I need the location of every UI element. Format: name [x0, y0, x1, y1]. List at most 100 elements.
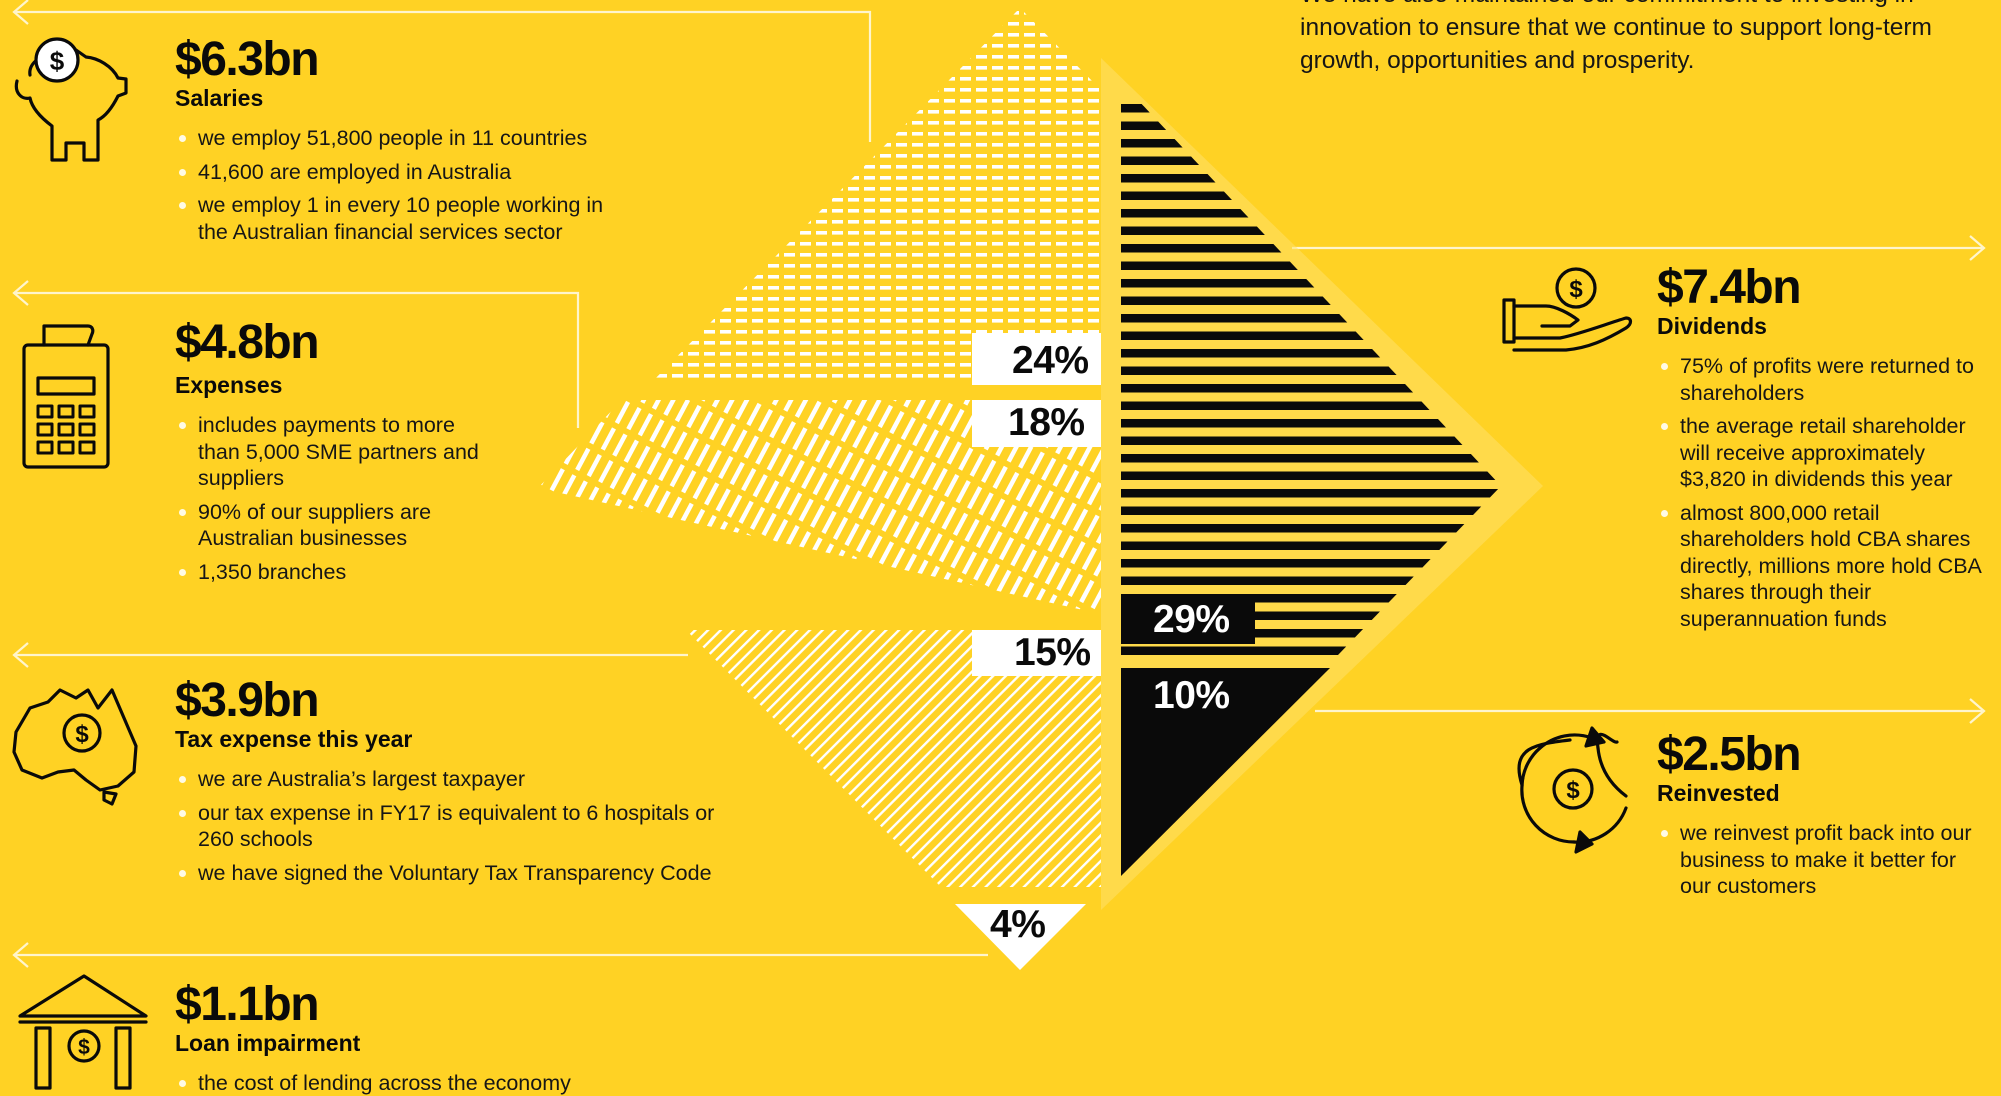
dividends-stripe: [1121, 401, 1501, 410]
salaries-percent-box: [972, 333, 1101, 385]
dividends-stripe: [1121, 471, 1501, 480]
salaries-amount: $6.3bn: [175, 33, 320, 86]
expenses-connector: [16, 291, 580, 428]
expenses-amount: $4.8bn: [175, 316, 320, 369]
dividends-stripe: [1121, 436, 1501, 445]
dividends-stripe: [1121, 454, 1501, 463]
list-item: the cost of lending across the economy: [175, 1070, 735, 1096]
connector-lines: [16, 10, 1982, 957]
svg-text:$: $: [1569, 276, 1583, 303]
dividends-stripe: [1121, 611, 1501, 620]
dividends-stripe: [1121, 331, 1501, 340]
calculator-icon: [22, 324, 110, 469]
salaries-block: $6.3bn Salaries we employ 51,800 people …: [175, 35, 635, 252]
dividends-stripe: [1121, 419, 1501, 428]
hand-coin-icon: $: [1502, 267, 1633, 352]
reinvested-arrow: [1969, 698, 1986, 724]
list-item: we reinvest profit back into our busines…: [1657, 820, 1987, 900]
dividends-stripe: [1121, 629, 1501, 638]
list-item: the average retail shareholder will rece…: [1657, 413, 1987, 493]
dividends-label: Dividends: [1657, 313, 1767, 339]
salaries-segment: [649, 8, 1101, 385]
list-item: our tax expense in FY17 is equivalent to…: [175, 800, 738, 853]
dividends-percent-box: [1121, 596, 1255, 644]
dividends-arrow: [1969, 235, 1986, 261]
dividends-stripe: [1121, 296, 1501, 305]
piggy-bank-icon: $: [14, 37, 128, 162]
tax-percent-box: [972, 630, 1101, 676]
dividends-stripe: [1121, 594, 1501, 603]
reinvested-label: Reinvested: [1657, 780, 1780, 806]
dividends-stripe: [1121, 314, 1501, 323]
reinvested-percent: 10%: [1153, 674, 1230, 717]
salaries-label: Salaries: [175, 85, 264, 111]
svg-text:$: $: [50, 46, 65, 76]
salaries-connector: [16, 10, 872, 142]
impairment-segment: [955, 904, 1086, 970]
list-item: 75% of profits were returned to sharehol…: [1657, 353, 1987, 406]
australia-map-icon: $: [12, 688, 138, 806]
impairment-label: Loan impairment: [175, 1030, 361, 1056]
salaries-percent: 24%: [1012, 339, 1089, 382]
list-item: includes payments to more than 5,000 SME…: [175, 412, 488, 492]
dividends-percent: 29%: [1153, 598, 1230, 641]
list-item: we employ 51,800 people in 11 countries: [175, 125, 635, 152]
dividends-bullets: 75% of profits were returned to sharehol…: [1657, 353, 1987, 632]
reinvested-block: $2.5bn Reinvested we reinvest profit bac…: [1657, 730, 1987, 907]
impairment-block: $1.1bn Loan impairment the cost of lendi…: [175, 980, 735, 1096]
svg-text:$: $: [1566, 777, 1580, 804]
svg-text:$: $: [75, 721, 89, 748]
percent-boxes: [972, 333, 1255, 676]
expenses-percent: 18%: [1008, 401, 1085, 444]
salaries-bullets: we employ 51,800 people in 11 countries …: [175, 125, 635, 245]
impairment-arrow: [12, 942, 29, 968]
dividends-stripe: [1121, 576, 1501, 585]
dividends-stripe: [1121, 366, 1501, 375]
expenses-arrow: [12, 280, 29, 306]
bank-building-icon: $: [18, 974, 148, 1090]
reinvested-amount: $2.5bn: [1657, 728, 1802, 781]
tax-segment: [686, 630, 1101, 887]
list-item: 1,350 branches: [175, 559, 505, 586]
list-item: 90% of our suppliers are Australian busi…: [175, 499, 488, 552]
impairment-amount: $1.1bn: [175, 978, 320, 1031]
tax-amount: $3.9bn: [175, 674, 320, 727]
dividends-block: $7.4bn Dividends 75% of profits were ret…: [1657, 263, 1987, 639]
impairment-percent: 4%: [990, 903, 1046, 946]
svg-text:$: $: [78, 1036, 90, 1059]
dividends-stripe: [1121, 384, 1501, 393]
dividends-stripe: [1121, 646, 1501, 655]
dividends-stripe: [1121, 349, 1501, 358]
expenses-label: Expenses: [175, 372, 283, 398]
connector-arrows: [12, 0, 1986, 968]
reinvested-segment: [1121, 668, 1330, 876]
tax-block: $3.9bn Tax expense this year we are Aust…: [175, 676, 755, 893]
list-item: 41,600 are employed in Australia: [175, 159, 635, 186]
expenses-segment: [538, 400, 1101, 614]
impairment-bullets: the cost of lending across the economy: [175, 1070, 735, 1096]
reinvested-bullets: we reinvest profit back into our busines…: [1657, 820, 1987, 900]
dividends-stripe: [1121, 489, 1501, 498]
expenses-bullets: includes payments to more than 5,000 SME…: [175, 412, 505, 585]
expenses-block: $4.8bn Expenses includes payments to mor…: [175, 318, 505, 592]
dividends-stripe: [1121, 541, 1501, 550]
tax-label: Tax expense this year: [175, 726, 413, 752]
recycle-coin-icon: $: [1517, 726, 1628, 854]
expenses-percent-box: [972, 400, 1101, 447]
dividends-stripe: [1121, 506, 1501, 515]
tax-percent: 15%: [1014, 631, 1091, 674]
left-diamond: [538, 8, 1101, 970]
list-item: we have signed the Voluntary Tax Transpa…: [175, 860, 755, 887]
dividends-stripe: [1121, 524, 1501, 533]
tax-bullets: we are Australia’s largest taxpayer our …: [175, 766, 755, 886]
dividends-amount: $7.4bn: [1657, 261, 1802, 314]
list-item: we employ 1 in every 10 people working i…: [175, 192, 618, 245]
list-item: we are Australia’s largest taxpayer: [175, 766, 755, 793]
salaries-arrow: [12, 0, 29, 25]
tax-arrow: [12, 642, 29, 668]
dividends-stripe: [1121, 559, 1501, 568]
list-item: almost 800,000 retail shareholders hold …: [1657, 500, 1987, 633]
